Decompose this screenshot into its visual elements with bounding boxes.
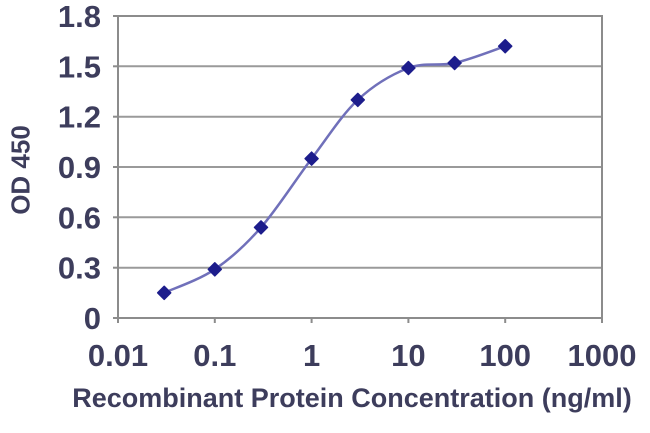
standard-curve-line	[162, 44, 507, 295]
y-tick-label: 0.9	[58, 150, 101, 185]
y-tick-label: 0.6	[58, 200, 101, 235]
plot-border	[117, 15, 603, 319]
x-tick-label: 100	[479, 338, 531, 373]
x-axis-title: Recombinant Protein Concentration (ng/ml…	[72, 383, 632, 413]
y-tick-label: 1.2	[58, 100, 101, 135]
x-tick-label: 1	[303, 338, 320, 373]
x-tick-label: 1000	[568, 338, 637, 373]
data-point-marker	[497, 38, 513, 54]
data-point-marker	[156, 285, 172, 301]
data-point-marker	[253, 220, 269, 235]
y-tick-label: 0	[84, 301, 101, 336]
data-point-marker	[350, 92, 366, 108]
x-tick-label: 0.1	[193, 338, 236, 373]
data-point-marker	[447, 55, 462, 71]
data-point-marker	[304, 151, 319, 166]
data-point-marker	[207, 262, 223, 277]
y-axis-title: OD 450	[5, 125, 36, 215]
data-point-marker	[401, 60, 416, 76]
y-tick-label: 0.3	[58, 251, 101, 286]
y-tick-label: 1.5	[58, 49, 101, 84]
x-tick-label: 10	[391, 338, 425, 373]
x-tick-label: 0.01	[88, 338, 148, 373]
y-tick-label: 1.8	[58, 0, 101, 34]
